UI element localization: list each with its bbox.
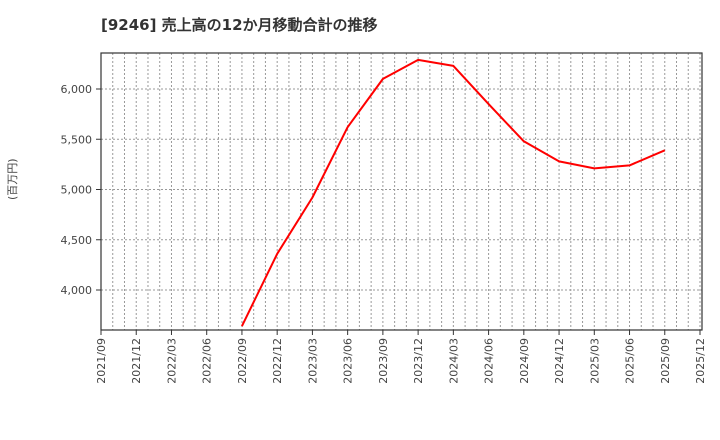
x-tick-label: 2025/03 (588, 338, 601, 384)
x-tick-label: 2024/12 (553, 338, 566, 384)
x-tick-label: 2024/03 (447, 338, 460, 384)
x-tick-label: 2023/09 (377, 338, 390, 384)
series-line (241, 58, 666, 327)
y-tick-label: 5,000 (61, 184, 93, 197)
chart-title: [9246] 売上高の12か月移動合計の推移 (101, 16, 378, 34)
y-tick-label: 6,000 (61, 83, 93, 96)
x-tick-label: 2021/12 (130, 338, 143, 384)
x-tick-label: 2023/03 (306, 338, 319, 384)
x-tick-label: 2022/03 (165, 338, 178, 384)
y-tick-label: 4,500 (61, 234, 93, 247)
x-tick-label: 2024/06 (483, 338, 496, 384)
x-tick-label: 2025/09 (659, 338, 672, 384)
x-tick-label: 2022/09 (236, 338, 249, 384)
x-tick-label: 2024/09 (518, 338, 531, 384)
x-tick-label: 2022/12 (271, 338, 284, 384)
x-tick-label: 2021/09 (95, 338, 108, 384)
x-tick-label: 2023/06 (342, 338, 355, 384)
x-tick-label: 2023/12 (412, 338, 425, 384)
plot-area (100, 52, 703, 331)
y-tick-label: 5,500 (61, 133, 93, 146)
x-tick-label: 2022/06 (201, 338, 214, 384)
x-tick-label: 2025/12 (694, 338, 707, 384)
y-tick-label: 4,000 (61, 284, 93, 297)
x-tick-label: 2025/06 (624, 338, 637, 384)
